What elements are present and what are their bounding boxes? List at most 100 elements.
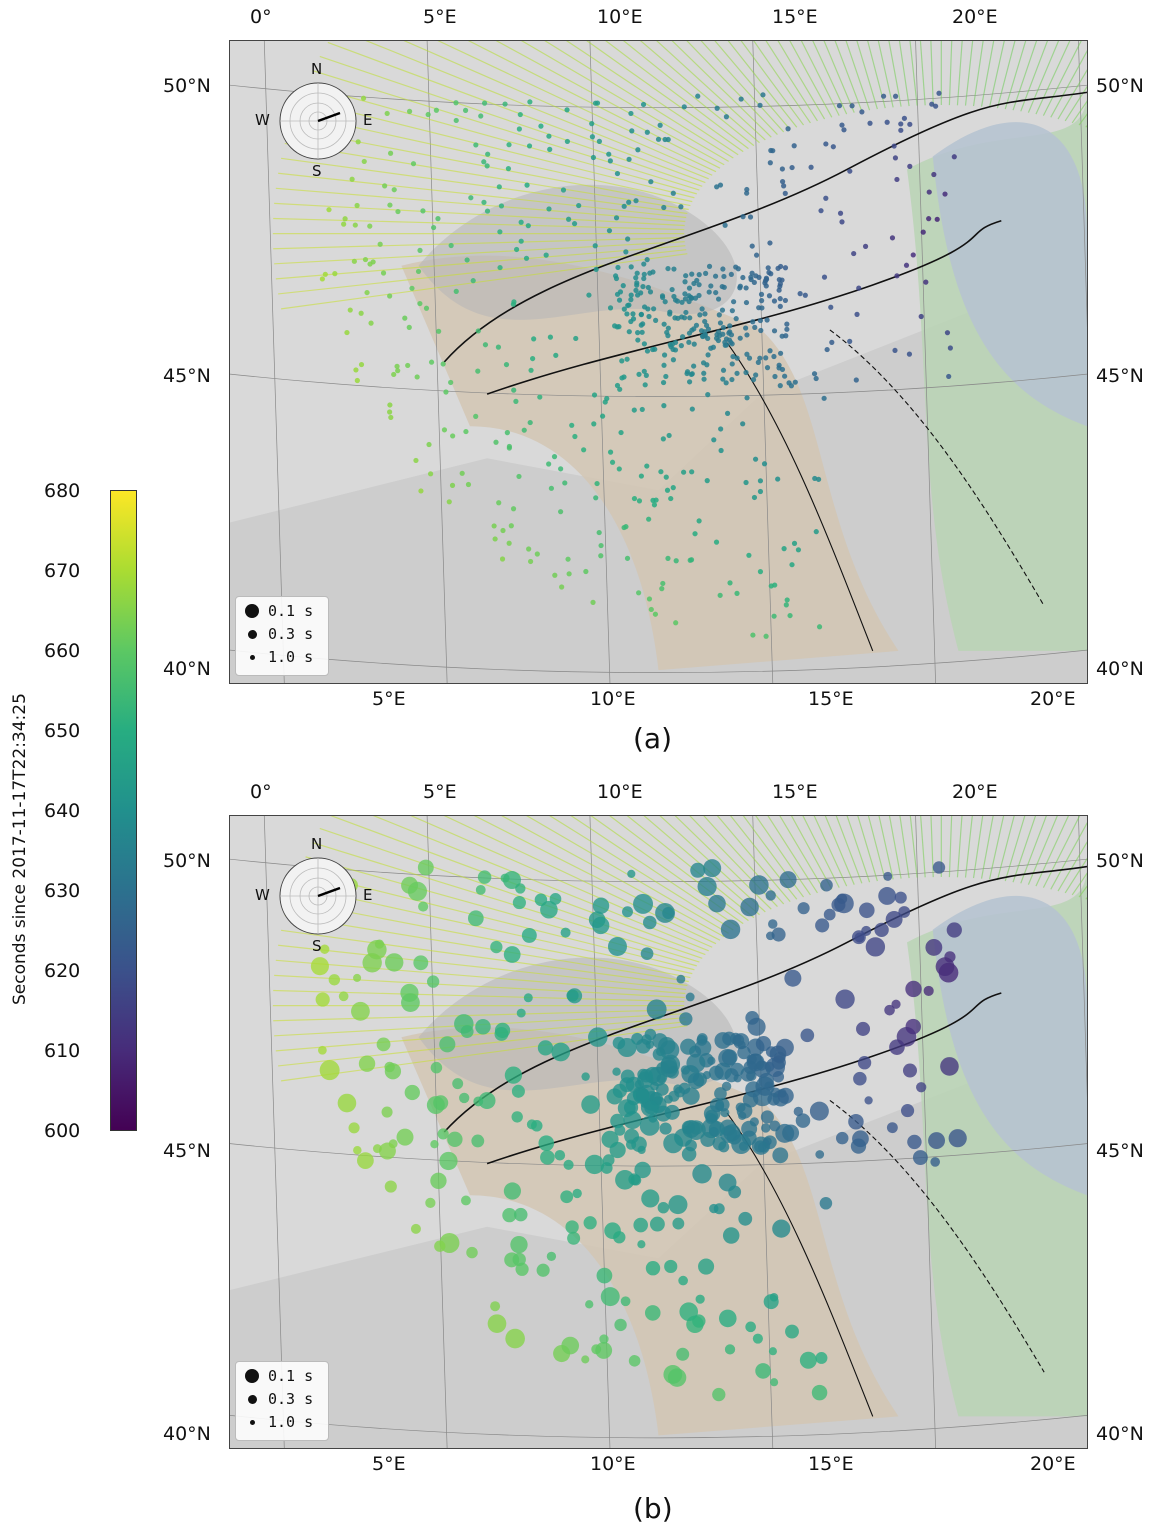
longitude-label-top: 10°E [597,781,643,803]
isochrone-line [857,816,878,882]
station-marker [518,238,524,244]
station-marker [892,93,899,99]
station-marker [664,1104,680,1120]
isochrone-line [273,217,685,231]
station-marker [482,342,489,348]
isochrone-line [972,41,984,107]
station-marker [946,373,952,380]
station-marker [755,1035,772,1052]
isochrone-line [1004,41,1027,110]
station-marker [653,497,659,503]
station-marker [767,1092,781,1106]
station-marker [364,289,370,296]
station-marker [606,151,612,157]
station-marker [645,1261,661,1276]
station-marker [757,569,764,575]
station-marker [560,187,567,193]
station-marker [681,104,687,110]
station-marker [641,275,647,282]
station-marker [631,407,637,413]
station-marker [665,136,671,143]
station-marker [430,224,437,231]
station-marker [621,306,627,312]
station-marker [749,875,769,895]
station-marker [779,871,797,889]
station-marker [410,1223,421,1234]
isochrone-line [964,41,974,106]
station-marker [644,463,650,469]
isochrone-line [526,816,729,934]
station-marker [907,121,913,127]
station-marker [409,285,415,291]
legend-row: 1.0 s [244,647,313,667]
isochrone-line [605,41,749,150]
station-marker [495,344,502,350]
isochrone-line [789,41,833,118]
station-marker [395,208,401,215]
station-marker [726,330,732,336]
station-marker [906,351,913,357]
isochrone-line [674,816,772,910]
station-marker [669,286,675,293]
station-marker [862,243,869,249]
station-marker [716,333,723,339]
station-marker [641,304,648,310]
fault-line [829,329,1045,607]
station-marker [406,108,413,114]
isochrone-line [812,41,848,115]
station-marker [348,1122,360,1134]
station-marker [815,918,830,933]
station-marker [687,1072,705,1089]
station-marker [417,300,423,307]
station-marker [531,336,537,342]
station-marker [644,1100,658,1115]
latitude-label-right: 40°N [1096,1423,1144,1445]
station-marker [439,1151,458,1171]
marker-size-legend: 0.1 s 0.3 s 1.0 s [235,1361,329,1441]
station-marker [576,202,582,209]
station-marker [396,1128,414,1146]
station-marker [617,386,623,392]
station-marker [377,241,383,247]
station-marker [907,1134,922,1150]
station-marker [496,184,502,190]
station-marker [506,443,513,450]
station-marker [581,1072,590,1081]
isochrone-line [988,816,1005,880]
station-marker [661,204,667,211]
isochrone-line [964,816,973,878]
longitude-label-bottom: 10°E [590,1453,636,1475]
station-marker [342,216,348,222]
isochrone-line [1020,816,1047,884]
station-marker [789,164,795,171]
legend-row: 1.0 s [244,1412,313,1432]
station-marker [439,1036,456,1053]
station-marker [650,269,656,275]
station-marker [865,937,886,957]
station-marker [729,341,735,347]
station-marker [934,216,940,222]
legend-marker [247,629,257,639]
isochrone-line [867,41,886,109]
station-marker [619,358,625,364]
station-marker [613,273,619,279]
station-marker [772,373,778,380]
station-marker [510,506,517,512]
station-marker [628,1173,641,1186]
station-marker [740,897,759,917]
station-marker [759,298,765,304]
station-marker [784,326,790,332]
isochrone-line [988,41,1005,108]
compass-south-label: S [312,162,322,180]
station-marker [502,1208,517,1223]
longitude-gridline [915,816,936,1448]
station-marker [782,373,788,379]
station-marker [717,182,724,188]
isochrone-line [1004,816,1026,882]
colorbar-gradient [110,490,137,1131]
isochrone-line [813,816,848,887]
station-marker [526,143,533,149]
station-marker [381,1106,393,1118]
station-marker [854,311,860,317]
latitude-label-right: 50°N [1096,75,1144,97]
